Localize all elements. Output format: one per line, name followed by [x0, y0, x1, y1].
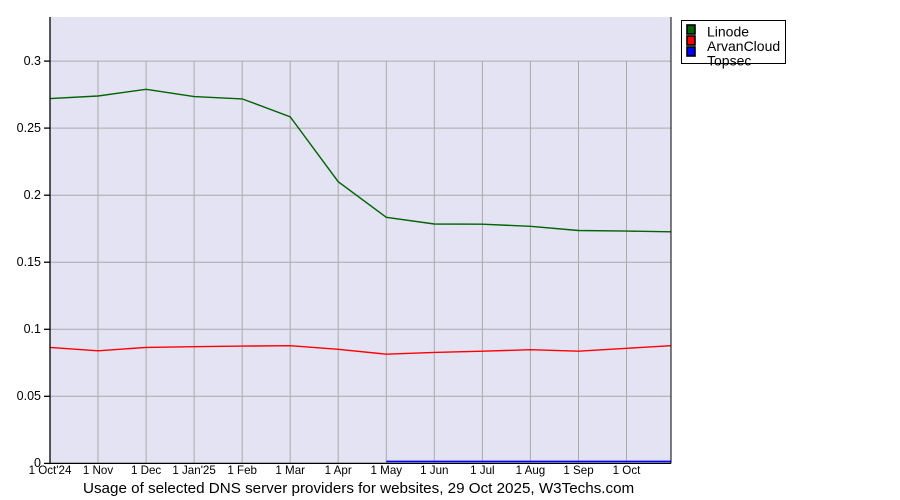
svg-text:1 Nov: 1 Nov [83, 464, 113, 477]
svg-text:1 Jul: 1 Jul [470, 464, 495, 477]
svg-text:1 Oct: 1 Oct [613, 464, 641, 477]
svg-text:0.15: 0.15 [17, 255, 41, 269]
svg-text:1 Feb: 1 Feb [227, 464, 257, 477]
svg-text:0.25: 0.25 [17, 121, 41, 135]
svg-text:Topsec: Topsec [707, 53, 751, 69]
svg-text:1 Jun: 1 Jun [420, 464, 448, 477]
svg-text:Usage of selected DNS server p: Usage of selected DNS server providers f… [83, 480, 634, 497]
svg-text:1 Aug: 1 Aug [516, 464, 546, 477]
svg-text:1 May: 1 May [371, 464, 403, 477]
svg-text:0.3: 0.3 [24, 54, 41, 68]
svg-text:1 Mar: 1 Mar [275, 464, 305, 477]
svg-text:1 Dec: 1 Dec [131, 464, 161, 477]
svg-text:0.05: 0.05 [17, 389, 41, 403]
svg-text:1 Jan'25: 1 Jan'25 [172, 464, 215, 477]
svg-text:1 Oct'24: 1 Oct'24 [29, 464, 72, 477]
svg-text:1 Apr: 1 Apr [325, 464, 352, 477]
svg-text:1 Sep: 1 Sep [563, 464, 593, 477]
svg-text:0.2: 0.2 [24, 188, 41, 202]
svg-text:0.1: 0.1 [24, 322, 41, 336]
